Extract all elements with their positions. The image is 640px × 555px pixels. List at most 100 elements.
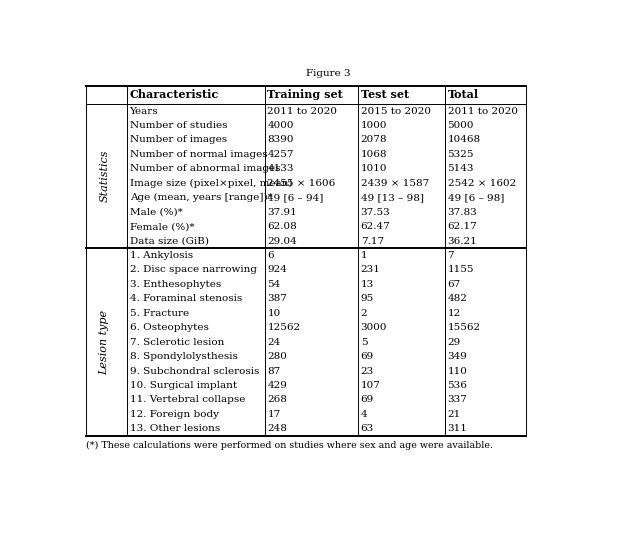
Text: 24: 24 [268, 337, 281, 347]
Text: 21: 21 [447, 410, 461, 419]
Text: 248: 248 [268, 424, 287, 433]
Text: 54: 54 [268, 280, 281, 289]
Text: 49 [6 – 98]: 49 [6 – 98] [447, 193, 504, 202]
Text: 69: 69 [361, 395, 374, 405]
Text: 110: 110 [447, 366, 467, 376]
Text: 231: 231 [361, 265, 381, 274]
Text: 2011 to 2020: 2011 to 2020 [268, 107, 337, 115]
Text: 5. Fracture: 5. Fracture [129, 309, 189, 317]
Text: Total: Total [447, 89, 479, 100]
Text: 5325: 5325 [447, 150, 474, 159]
Text: 23: 23 [361, 366, 374, 376]
Text: 12: 12 [447, 309, 461, 317]
Text: Lesion type: Lesion type [99, 310, 109, 375]
Text: 311: 311 [447, 424, 467, 433]
Text: 1: 1 [361, 251, 367, 260]
Text: Test set: Test set [361, 89, 409, 100]
Text: Characteristic: Characteristic [129, 89, 219, 100]
Text: 29: 29 [447, 337, 461, 347]
Text: 4. Foraminal stenosis: 4. Foraminal stenosis [129, 294, 242, 303]
Text: 9. Subchondral sclerosis: 9. Subchondral sclerosis [129, 366, 259, 376]
Text: 13. Other lesions: 13. Other lesions [129, 424, 220, 433]
Text: 429: 429 [268, 381, 287, 390]
Text: 62.47: 62.47 [361, 222, 390, 231]
Text: 67: 67 [447, 280, 461, 289]
Text: 10: 10 [268, 309, 281, 317]
Text: 7. Sclerotic lesion: 7. Sclerotic lesion [129, 337, 224, 347]
Text: 17: 17 [268, 410, 281, 419]
Text: 482: 482 [447, 294, 467, 303]
Text: 349: 349 [447, 352, 467, 361]
Text: 4: 4 [361, 410, 367, 419]
Text: 63: 63 [361, 424, 374, 433]
Text: 6: 6 [268, 251, 274, 260]
Text: 1010: 1010 [361, 164, 387, 173]
Text: 95: 95 [361, 294, 374, 303]
Text: 7.17: 7.17 [361, 236, 384, 245]
Text: 5000: 5000 [447, 121, 474, 130]
Text: 2542 × 1602: 2542 × 1602 [447, 179, 516, 188]
Text: Number of abnormal images: Number of abnormal images [129, 164, 280, 173]
Text: 8. Spondylolysthesis: 8. Spondylolysthesis [129, 352, 237, 361]
Text: Age (mean, years [range])*: Age (mean, years [range])* [129, 193, 273, 202]
Text: Data size (GiB): Data size (GiB) [129, 236, 209, 245]
Text: 37.53: 37.53 [361, 208, 390, 216]
Text: 4000: 4000 [268, 121, 294, 130]
Text: Female (%)*: Female (%)* [129, 222, 194, 231]
Text: 49 [6 – 94]: 49 [6 – 94] [268, 193, 324, 202]
Text: 4257: 4257 [268, 150, 294, 159]
Text: 12562: 12562 [268, 323, 301, 332]
Text: Training set: Training set [268, 89, 343, 100]
Text: 37.91: 37.91 [268, 208, 297, 216]
Text: 536: 536 [447, 381, 467, 390]
Text: Male (%)*: Male (%)* [129, 208, 182, 216]
Text: 69: 69 [361, 352, 374, 361]
Text: 268: 268 [268, 395, 287, 405]
Text: 8390: 8390 [268, 135, 294, 144]
Text: 2: 2 [361, 309, 367, 317]
Text: Statistics: Statistics [99, 150, 109, 202]
Text: Number of normal images: Number of normal images [129, 150, 268, 159]
Text: 5: 5 [361, 337, 367, 347]
Text: 2. Disc space narrowing: 2. Disc space narrowing [129, 265, 257, 274]
Text: 2439 × 1587: 2439 × 1587 [361, 179, 429, 188]
Text: 1000: 1000 [361, 121, 387, 130]
Text: 2455 × 1606: 2455 × 1606 [268, 179, 336, 188]
Text: 7: 7 [447, 251, 454, 260]
Text: 49 [13 – 98]: 49 [13 – 98] [361, 193, 424, 202]
Text: 15562: 15562 [447, 323, 481, 332]
Text: 11. Vertebral collapse: 11. Vertebral collapse [129, 395, 245, 405]
Text: 6. Osteophytes: 6. Osteophytes [129, 323, 209, 332]
Text: 87: 87 [268, 366, 281, 376]
Text: Number of images: Number of images [129, 135, 227, 144]
Text: Figure 3: Figure 3 [306, 69, 350, 78]
Text: 337: 337 [447, 395, 467, 405]
Text: 4133: 4133 [268, 164, 294, 173]
Text: 37.83: 37.83 [447, 208, 477, 216]
Text: 107: 107 [361, 381, 381, 390]
Text: 387: 387 [268, 294, 287, 303]
Text: (*) These calculations were performed on studies where sex and age were availabl: (*) These calculations were performed on… [86, 441, 493, 450]
Text: 280: 280 [268, 352, 287, 361]
Text: 12. Foreign body: 12. Foreign body [129, 410, 219, 419]
Text: 5143: 5143 [447, 164, 474, 173]
Text: Number of studies: Number of studies [129, 121, 227, 130]
Text: 1. Ankylosis: 1. Ankylosis [129, 251, 193, 260]
Text: 2011 to 2020: 2011 to 2020 [447, 107, 518, 115]
Text: 13: 13 [361, 280, 374, 289]
Text: Years: Years [129, 107, 158, 115]
Text: 3000: 3000 [361, 323, 387, 332]
Text: Image size (pixel×pixel, mean): Image size (pixel×pixel, mean) [129, 179, 292, 188]
Text: 3. Enthesophytes: 3. Enthesophytes [129, 280, 221, 289]
Text: 1068: 1068 [361, 150, 387, 159]
Text: 29.04: 29.04 [268, 236, 297, 245]
Text: 2078: 2078 [361, 135, 387, 144]
Text: 1155: 1155 [447, 265, 474, 274]
Text: 36.21: 36.21 [447, 236, 477, 245]
Text: 10468: 10468 [447, 135, 481, 144]
Text: 10. Surgical implant: 10. Surgical implant [129, 381, 237, 390]
Text: 924: 924 [268, 265, 287, 274]
Text: 62.17: 62.17 [447, 222, 477, 231]
Text: 62.08: 62.08 [268, 222, 297, 231]
Text: 2015 to 2020: 2015 to 2020 [361, 107, 431, 115]
